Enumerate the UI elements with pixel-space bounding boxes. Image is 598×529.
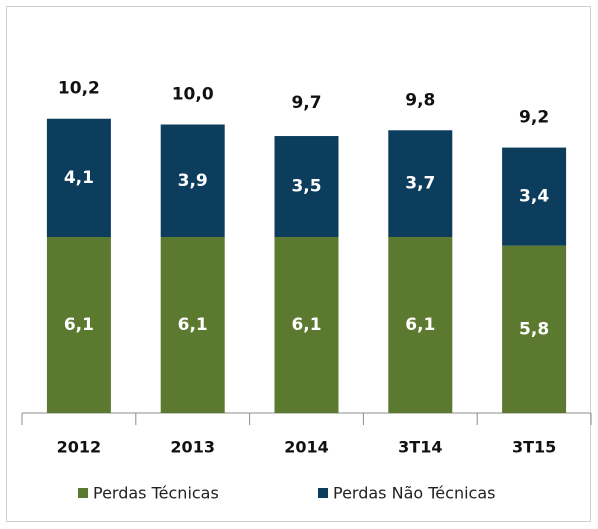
value-label: 6,1 (291, 315, 321, 335)
value-label: 4,1 (64, 168, 94, 188)
total-label: 10,2 (58, 79, 100, 99)
bar-segment (46, 118, 111, 238)
bar-segment (502, 245, 567, 413)
value-label: 3,4 (519, 187, 549, 207)
legend-swatch (318, 488, 328, 498)
x-tick-label: 3T14 (398, 438, 442, 457)
value-label: 6,1 (405, 315, 435, 335)
value-label: 3,5 (291, 177, 321, 197)
x-tick-label: 2014 (284, 438, 329, 457)
bar-segment (274, 136, 339, 238)
bar-segment (274, 237, 339, 413)
value-label: 6,1 (178, 315, 208, 335)
bar-segment (388, 130, 453, 238)
x-tick-label: 3T15 (512, 438, 556, 457)
legend-label: Perdas Não Técnicas (333, 484, 495, 503)
bar-segment (160, 124, 225, 238)
total-label: 9,7 (291, 93, 321, 113)
value-label: 3,7 (405, 174, 435, 194)
value-label: 6,1 (64, 315, 94, 335)
bar-segment (46, 237, 111, 413)
legend-swatch (78, 488, 88, 498)
x-tick-label: 2012 (57, 438, 102, 457)
total-label: 10,0 (172, 85, 214, 105)
bar-segment (388, 237, 453, 413)
total-label: 9,8 (405, 90, 435, 110)
bar-segment (160, 237, 225, 413)
bar-segment (502, 147, 567, 246)
x-tick-label: 2013 (170, 438, 215, 457)
value-label: 5,8 (519, 319, 549, 339)
value-label: 3,9 (178, 171, 208, 191)
legend-label: Perdas Técnicas (93, 484, 219, 503)
total-label: 9,2 (519, 108, 549, 128)
